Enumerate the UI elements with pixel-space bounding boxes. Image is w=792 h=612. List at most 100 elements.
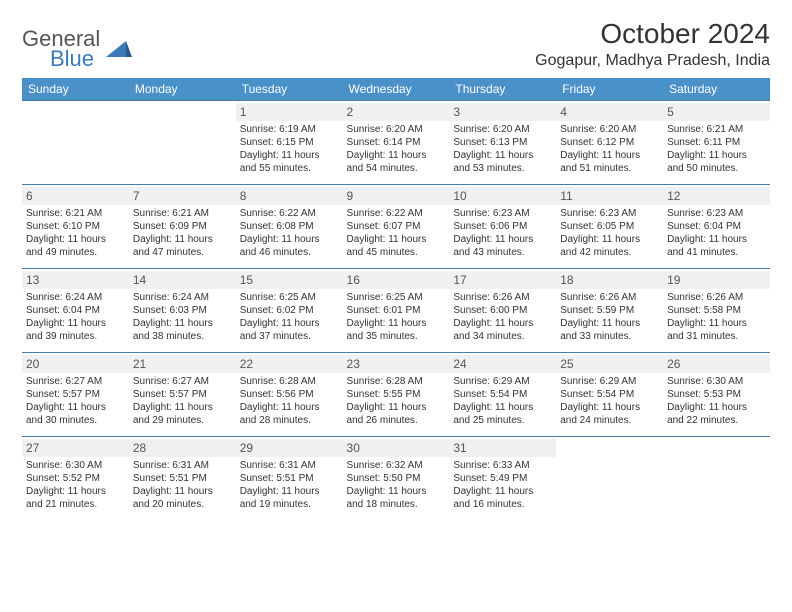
day-number: 31 [449,439,556,457]
sunset-text: Sunset: 5:58 PM [667,304,766,317]
day-details: Sunrise: 6:29 AMSunset: 5:54 PMDaylight:… [560,375,659,427]
sunrise-text: Sunrise: 6:20 AM [560,123,659,136]
day-details: Sunrise: 6:20 AMSunset: 6:13 PMDaylight:… [453,123,552,175]
day-number: 21 [129,355,236,373]
daylight-text-2: and 16 minutes. [453,498,552,511]
daylight-text: Daylight: 11 hours [453,485,552,498]
day-details: Sunrise: 6:23 AMSunset: 6:05 PMDaylight:… [560,207,659,259]
daylight-text: Daylight: 11 hours [667,233,766,246]
daylight-text-2: and 43 minutes. [453,246,552,259]
daylight-text: Daylight: 11 hours [560,149,659,162]
day-number: 15 [236,271,343,289]
sunrise-text: Sunrise: 6:23 AM [560,207,659,220]
daylight-text: Daylight: 11 hours [347,317,446,330]
day-number: 9 [343,187,450,205]
calendar-cell: 29 Sunrise: 6:31 AMSunset: 5:51 PMDayligh… [236,437,343,521]
calendar-cell: 5Sunrise: 6:21 AMSunset: 6:11 PMDaylight… [663,101,770,185]
weekday-header: Monday [129,78,236,101]
day-details: Sunrise: 6:32 AMSunset: 5:50 PMDaylight:… [347,459,446,511]
calendar-cell [663,437,770,521]
sunset-text: Sunset: 5:52 PM [26,472,125,485]
daylight-text: Daylight: 11 hours [347,485,446,498]
daylight-text-2: and 51 minutes. [560,162,659,175]
calendar-cell: 11 Sunrise: 6:23 AMSunset: 6:05 PMDayligh… [556,185,663,269]
calendar-body: 1 Sunrise: 6:19 AMSunset: 6:15 PMDaylight… [22,101,770,521]
daylight-text-2: and 38 minutes. [133,330,232,343]
day-details: Sunrise: 6:21 AMSunset: 6:10 PMDaylight:… [26,207,125,259]
day-details: Sunrise: 6:24 AMSunset: 6:04 PMDaylight:… [26,291,125,343]
calendar-cell: 20Sunrise: 6:27 AMSunset: 5:57 PMDayligh… [22,353,129,437]
sunset-text: Sunset: 5:59 PM [560,304,659,317]
day-details: Sunrise: 6:29 AMSunset: 5:54 PMDaylight:… [453,375,552,427]
sunset-text: Sunset: 5:50 PM [347,472,446,485]
daylight-text: Daylight: 11 hours [560,401,659,414]
sunrise-text: Sunrise: 6:21 AM [26,207,125,220]
calendar-cell: 3Sunrise: 6:20 AMSunset: 6:13 PMDaylight… [449,101,556,185]
weekday-header: Saturday [663,78,770,101]
sunrise-text: Sunrise: 6:26 AM [667,291,766,304]
daylight-text-2: and 41 minutes. [667,246,766,259]
day-number: 16 [343,271,450,289]
daylight-text-2: and 28 minutes. [240,414,339,427]
day-details: Sunrise: 6:19 AMSunset: 6:15 PMDaylight:… [240,123,339,175]
location-label: Gogapur, Madhya Pradesh, India [535,52,770,70]
sunset-text: Sunset: 6:05 PM [560,220,659,233]
daylight-text-2: and 35 minutes. [347,330,446,343]
logo-triangle-icon [106,39,132,61]
day-details: Sunrise: 6:31 AMSunset: 5:51 PMDaylight:… [240,459,339,511]
sunrise-text: Sunrise: 6:29 AM [453,375,552,388]
sunset-text: Sunset: 6:00 PM [453,304,552,317]
daylight-text: Daylight: 11 hours [26,317,125,330]
day-number: 29 [236,439,343,457]
daylight-text: Daylight: 11 hours [133,485,232,498]
calendar-cell: 7Sunrise: 6:21 AMSunset: 6:09 PMDaylight… [129,185,236,269]
sunset-text: Sunset: 6:01 PM [347,304,446,317]
sunrise-text: Sunrise: 6:20 AM [347,123,446,136]
daylight-text: Daylight: 11 hours [26,233,125,246]
day-number: 11 [556,187,663,205]
daylight-text-2: and 19 minutes. [240,498,339,511]
daylight-text-2: and 24 minutes. [560,414,659,427]
day-number: 17 [449,271,556,289]
sunset-text: Sunset: 6:11 PM [667,136,766,149]
daylight-text-2: and 25 minutes. [453,414,552,427]
sunrise-text: Sunrise: 6:21 AM [133,207,232,220]
sunrise-text: Sunrise: 6:26 AM [453,291,552,304]
calendar-cell [129,101,236,185]
daylight-text-2: and 39 minutes. [26,330,125,343]
calendar-cell: 8Sunrise: 6:22 AMSunset: 6:08 PMDaylight… [236,185,343,269]
day-number: 5 [663,103,770,121]
day-number: 25 [556,355,663,373]
day-number: 1 [236,103,343,121]
day-details: Sunrise: 6:31 AMSunset: 5:51 PMDaylight:… [133,459,232,511]
day-number: 18 [556,271,663,289]
day-number: 12 [663,187,770,205]
sunrise-text: Sunrise: 6:22 AM [347,207,446,220]
day-details: Sunrise: 6:21 AMSunset: 6:09 PMDaylight:… [133,207,232,259]
calendar-header-row: SundayMondayTuesdayWednesdayThursdayFrid… [22,78,770,101]
sunset-text: Sunset: 5:56 PM [240,388,339,401]
sunrise-text: Sunrise: 6:30 AM [667,375,766,388]
sunset-text: Sunset: 6:07 PM [347,220,446,233]
calendar-cell: 10Sunrise: 6:23 AMSunset: 6:06 PMDayligh… [449,185,556,269]
sunrise-text: Sunrise: 6:25 AM [347,291,446,304]
day-details: Sunrise: 6:20 AMSunset: 6:14 PMDaylight:… [347,123,446,175]
daylight-text: Daylight: 11 hours [560,233,659,246]
daylight-text-2: and 47 minutes. [133,246,232,259]
weekday-header: Thursday [449,78,556,101]
daylight-text: Daylight: 11 hours [347,149,446,162]
daylight-text: Daylight: 11 hours [667,317,766,330]
day-details: Sunrise: 6:25 AMSunset: 6:01 PMDaylight:… [347,291,446,343]
calendar-cell: 6Sunrise: 6:21 AMSunset: 6:10 PMDaylight… [22,185,129,269]
day-details: Sunrise: 6:22 AMSunset: 6:07 PMDaylight:… [347,207,446,259]
calendar-cell: 23Sunrise: 6:28 AMSunset: 5:55 PMDayligh… [343,353,450,437]
sunset-text: Sunset: 5:54 PM [453,388,552,401]
day-number: 14 [129,271,236,289]
day-details: Sunrise: 6:27 AMSunset: 5:57 PMDaylight:… [133,375,232,427]
sunset-text: Sunset: 5:57 PM [133,388,232,401]
weekday-header: Tuesday [236,78,343,101]
day-details: Sunrise: 6:28 AMSunset: 5:56 PMDaylight:… [240,375,339,427]
sunrise-text: Sunrise: 6:30 AM [26,459,125,472]
sunset-text: Sunset: 6:04 PM [667,220,766,233]
day-number: 19 [663,271,770,289]
